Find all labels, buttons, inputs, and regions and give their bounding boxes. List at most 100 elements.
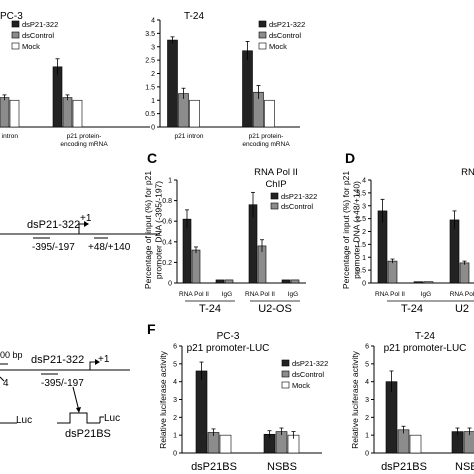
x-tick-label: IgG <box>288 291 298 298</box>
bar <box>463 431 474 454</box>
sirna-label: dsP21-322 <box>27 219 80 231</box>
chart-title: RNA Pol II <box>254 167 298 178</box>
y-tick-label: 6 <box>365 344 369 351</box>
chart-title: T-24 <box>184 11 204 22</box>
bar <box>449 219 460 284</box>
legend-label: Mock <box>22 42 40 51</box>
bar <box>413 281 424 284</box>
y-tick-label: 4 <box>362 178 366 185</box>
y-tick-label: 1 <box>151 98 155 105</box>
legend-label: dsP21-322 <box>269 20 305 29</box>
y-axis-label: Relative luciferase activity <box>350 350 360 449</box>
legend-swatch <box>270 202 279 210</box>
y-tick-label: 1 <box>173 433 177 440</box>
x-tick-label: p21 intron <box>175 133 204 140</box>
y-tick-label: 0.6 <box>162 219 172 226</box>
x-tick-label: RNA Pol <box>450 291 474 298</box>
bar <box>219 434 232 454</box>
insert-pointer <box>72 386 80 412</box>
y-axis-label: Percentage of input (%) for p21 <box>341 171 351 289</box>
y-tick-label: 2 <box>362 229 366 236</box>
x-tick-label: dsP21BS <box>191 461 237 473</box>
amplicon-label: -395/-197 <box>41 378 84 389</box>
legend-label: dsP21-322 <box>22 20 58 29</box>
bar <box>290 279 300 284</box>
construct-line <box>57 412 100 424</box>
y-tick-label: 0.5 <box>356 268 366 275</box>
legend-swatch <box>258 20 267 28</box>
y-tick-label: 1.5 <box>145 84 155 91</box>
chart-title: PC-3 <box>217 331 240 342</box>
legend-swatch <box>281 381 290 389</box>
y-tick-label: 3 <box>173 397 177 404</box>
bar <box>189 99 200 128</box>
legend-label: dsP21-322 <box>292 359 328 368</box>
y-tick-label: 3 <box>365 397 369 404</box>
construct-label: dsP21BS <box>65 428 111 440</box>
tss-arrow <box>78 223 86 234</box>
x-tick-label: NSBS <box>267 461 297 473</box>
x-tick-label: RNA Pol II <box>375 291 405 298</box>
y-tick-label: 3 <box>362 203 366 210</box>
x-tick-label: encoding mRNA <box>60 141 108 148</box>
y-tick-label: 5 <box>173 361 177 368</box>
tss-arrow <box>89 361 97 370</box>
y-axis-label: Percentage of input (%) for p21 <box>143 171 153 289</box>
chart-title: PC-3 <box>0 11 23 22</box>
tss-arrowhead <box>84 221 89 227</box>
sirna-label: dsP21-322 <box>31 354 84 366</box>
y-tick-label: 3.5 <box>356 190 366 197</box>
y-tick-label: 1.5 <box>356 242 366 249</box>
chart-title: T-24 <box>415 331 435 342</box>
legend-swatch <box>11 31 20 39</box>
bar <box>72 99 83 128</box>
bar <box>409 434 422 454</box>
pc3-top-chart: PC-3 t intron p21 protein-encoding mRNA ds… <box>0 11 150 148</box>
y-tick-label: 0 <box>168 281 172 288</box>
y-tick-label: 0.2 <box>162 260 172 267</box>
chart-title: p21 promoter-LUC <box>384 343 467 354</box>
y-tick-label: 1 <box>168 178 172 185</box>
panel-letter: C <box>147 150 157 166</box>
legend-label: Mock <box>292 381 310 390</box>
y-tick-label: 3 <box>151 44 155 51</box>
tss-label: +1 <box>98 354 110 365</box>
legend-label: dsControl <box>22 31 54 40</box>
amplicon-2-label: +48/+140 <box>88 242 131 253</box>
x-tick-label: dsP21BS <box>381 461 427 473</box>
chart-title: ChIP <box>265 179 286 190</box>
x-tick-label: RNA Pol II <box>245 291 275 298</box>
legend-label: dsControl <box>269 31 301 40</box>
legend-swatch <box>258 31 267 39</box>
panel-letter: F <box>147 321 156 337</box>
edge-label: 4 <box>3 378 9 389</box>
bar <box>191 249 201 284</box>
legend-swatch <box>270 192 279 200</box>
tss-arrowhead <box>95 359 100 365</box>
y-tick-label: 6 <box>173 344 177 351</box>
bar <box>0 97 10 128</box>
y-tick-label: 2.5 <box>356 216 366 223</box>
y-tick-label: 4 <box>365 379 369 386</box>
bar <box>387 260 398 284</box>
y-tick-label: 0 <box>365 451 369 458</box>
y-tick-label: 0.5 <box>145 111 155 118</box>
legend-swatch <box>281 359 290 367</box>
edge-tick <box>0 376 5 382</box>
x-tick-label: p21 protein- <box>249 133 284 140</box>
y-tick-label: 4 <box>173 379 177 386</box>
luc-left-label: Luc <box>16 415 32 426</box>
y-tick-label: 2 <box>151 71 155 78</box>
group-label: U2-OS <box>258 303 292 315</box>
t24-top-chart: T-24 0 0.5 1 1.5 2 2.5 3 3.5 4 p21 intron p21 prot… <box>145 11 305 148</box>
y-axis-label: promoter DNA (+48/+140) <box>351 181 361 279</box>
y-tick-label: 2 <box>365 415 369 422</box>
legend-swatch <box>11 20 20 28</box>
bar <box>195 370 208 454</box>
panel-letter: D <box>345 150 355 166</box>
vector-arrow <box>99 416 104 423</box>
y-tick-label: 5 <box>365 361 369 368</box>
schematic-e: 00 bp dsP21-322 +1 -395/-197 4 Luc Luc d… <box>0 350 130 440</box>
bar <box>167 39 178 128</box>
